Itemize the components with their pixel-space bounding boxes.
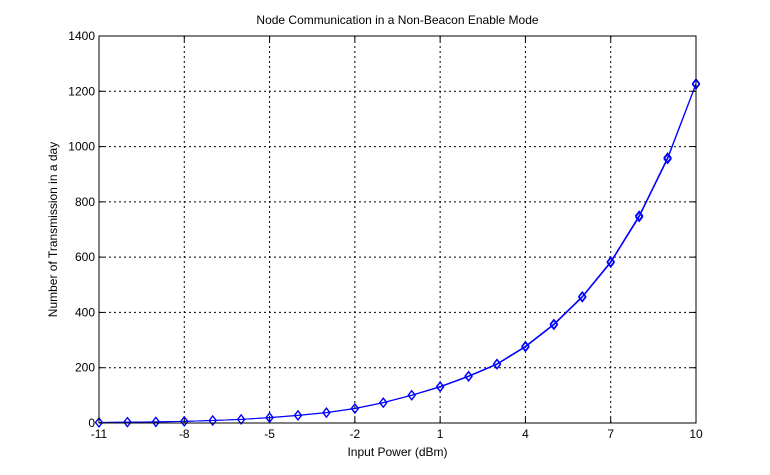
data-point-marker [180,415,189,427]
data-point-marker [464,370,473,382]
data-point-marker [492,358,502,370]
x-tick-label: 4 [522,427,529,441]
data-point-marker [350,402,360,414]
x-tick-label: -2 [350,427,361,441]
chart-title: Node Communication in a Non-Beacon Enabl… [256,13,538,27]
x-tick-label: 1 [437,427,444,441]
data-point-marker [606,256,615,268]
tick-labels: -11 -8 -5 -2 1 4 7 10 0 200 400 600 800 1000 1200 1400 [68,29,703,441]
y-axis-title: Number of Transmission in a day [46,142,60,317]
data-point-marker [549,318,559,330]
series-lines [98,83,697,423]
data-point-marker [151,416,161,428]
y-tick-label: 1400 [68,29,95,43]
x-tick-label: -8 [179,427,190,441]
y-tick-label: 200 [75,361,95,375]
data-point-marker [208,415,217,426]
y-tick-label: 400 [75,305,95,319]
y-tick-label: 1200 [68,84,95,98]
x-tick-label: 7 [607,427,614,441]
data-point-marker [293,409,303,421]
data-point-marker [123,416,132,428]
data-point-marker [578,290,587,302]
data-point-marker [663,153,672,165]
y-tick-label: 1000 [68,140,95,154]
plot-area-frame [98,35,697,424]
data-point-marker [236,413,246,425]
data-point-marker [521,340,530,352]
x-tick-label: -11 [91,427,108,441]
data-point-marker [94,416,104,428]
y-tick-label: 600 [75,250,95,264]
data-markers [94,78,701,428]
y-tick-label: 800 [75,195,95,209]
data-point-marker [663,152,672,164]
x-tick-label: -5 [264,427,275,441]
y-tick-label: 0 [88,416,95,430]
data-point-marker [634,210,644,222]
axis-ticks [98,35,697,424]
data-point-marker [379,397,388,409]
data-point-marker [322,407,331,418]
series-line-2 [98,83,697,423]
data-point-marker [435,381,445,392]
x-tick-label: 10 [689,427,703,441]
x-axis-title: Input Power (dBm) [347,445,447,459]
data-point-marker [606,257,615,269]
data-point-marker [407,389,416,401]
data-point-marker [634,211,644,223]
